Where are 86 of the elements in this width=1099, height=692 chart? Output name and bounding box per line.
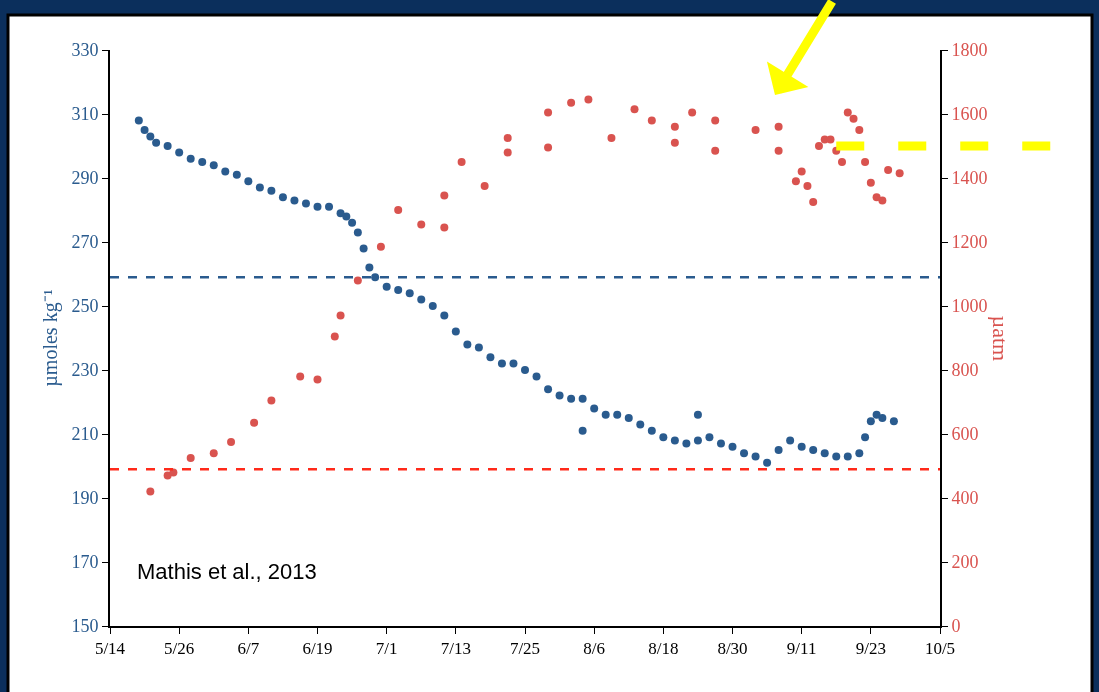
point	[607, 134, 616, 142]
point	[774, 146, 783, 155]
point	[878, 196, 887, 205]
x-tick-label: 10/5	[924, 639, 956, 659]
point	[503, 148, 512, 157]
point	[440, 223, 449, 232]
y-tick-label: 330	[71, 40, 99, 61]
point	[417, 220, 426, 229]
point	[803, 182, 812, 190]
x-tick-label: 7/25	[509, 639, 541, 659]
point	[146, 487, 155, 496]
point	[866, 178, 875, 187]
y-tick-label: 230	[71, 360, 99, 381]
point	[296, 372, 305, 381]
point	[711, 116, 720, 125]
y2-tick-label: 0	[951, 616, 961, 637]
point	[838, 158, 847, 166]
y-tick-label: 150	[71, 616, 99, 637]
point	[544, 143, 553, 152]
point	[336, 311, 345, 320]
point	[688, 108, 697, 117]
point	[711, 146, 720, 155]
point	[630, 105, 639, 114]
y-tick-label: 270	[71, 232, 99, 253]
point	[209, 449, 218, 458]
x-tick-label: 9/23	[855, 639, 886, 659]
x-tick-label: 8/30	[717, 639, 748, 659]
y2-tick-label: 1200	[951, 232, 988, 253]
annotation: Mathis et al., 2013	[137, 559, 317, 584]
point	[670, 122, 679, 131]
point	[855, 126, 864, 134]
point	[394, 206, 403, 214]
point	[250, 418, 259, 427]
point	[849, 114, 858, 123]
y2-tick-label: 1800	[951, 40, 988, 61]
y2-tick-label: 800	[951, 360, 979, 381]
point	[774, 122, 783, 131]
x-tick-label: 6/7	[237, 639, 260, 659]
y2-tick-label: 200	[951, 552, 979, 573]
x-tick-label: 7/13	[440, 639, 471, 659]
point	[647, 116, 656, 125]
y2-tick-label: 400	[951, 488, 979, 509]
x-tick-label: 7/1	[375, 639, 398, 659]
point	[227, 438, 236, 446]
point	[440, 191, 449, 200]
y-tick-label: 170	[71, 552, 99, 573]
point	[809, 198, 818, 206]
point	[544, 108, 553, 117]
point	[895, 169, 904, 178]
point	[791, 177, 800, 186]
point	[313, 375, 322, 384]
point	[884, 166, 893, 174]
y-tick-label: 290	[71, 168, 99, 189]
y-tick-label: 250	[71, 296, 99, 317]
point	[567, 98, 576, 107]
point	[330, 332, 339, 341]
point	[670, 138, 679, 147]
point	[797, 167, 806, 176]
x-tick-label: 5/26	[164, 639, 195, 659]
y-tick-label: 310	[71, 104, 99, 125]
point	[376, 242, 385, 251]
point	[186, 454, 195, 462]
x-tick-label: 6/19	[302, 639, 333, 659]
x-tick-label: 9/11	[786, 639, 817, 659]
point	[267, 396, 276, 405]
x-tick-label: 8/18	[648, 639, 679, 659]
point	[843, 108, 852, 117]
y2-tick-label: 1400	[951, 168, 988, 189]
x-tick-label: 5/14	[94, 639, 126, 659]
point	[814, 142, 823, 150]
y-tick-label: 190	[71, 488, 99, 509]
x-tick-label: 8/6	[583, 639, 606, 659]
y-axis-title: µmoles kg⁻¹	[39, 289, 63, 387]
y-tick-label: 210	[71, 424, 99, 445]
y2-axis-title: µatm	[987, 315, 1013, 362]
point	[480, 182, 489, 190]
point	[584, 95, 593, 104]
y2-tick-label: 1000	[951, 296, 988, 317]
point	[457, 158, 466, 166]
point	[751, 126, 760, 134]
point	[353, 276, 362, 285]
point	[861, 158, 870, 166]
point	[826, 135, 835, 144]
y2-tick-label: 1600	[951, 104, 988, 125]
y2-tick-label: 600	[951, 424, 979, 445]
point	[503, 134, 512, 142]
